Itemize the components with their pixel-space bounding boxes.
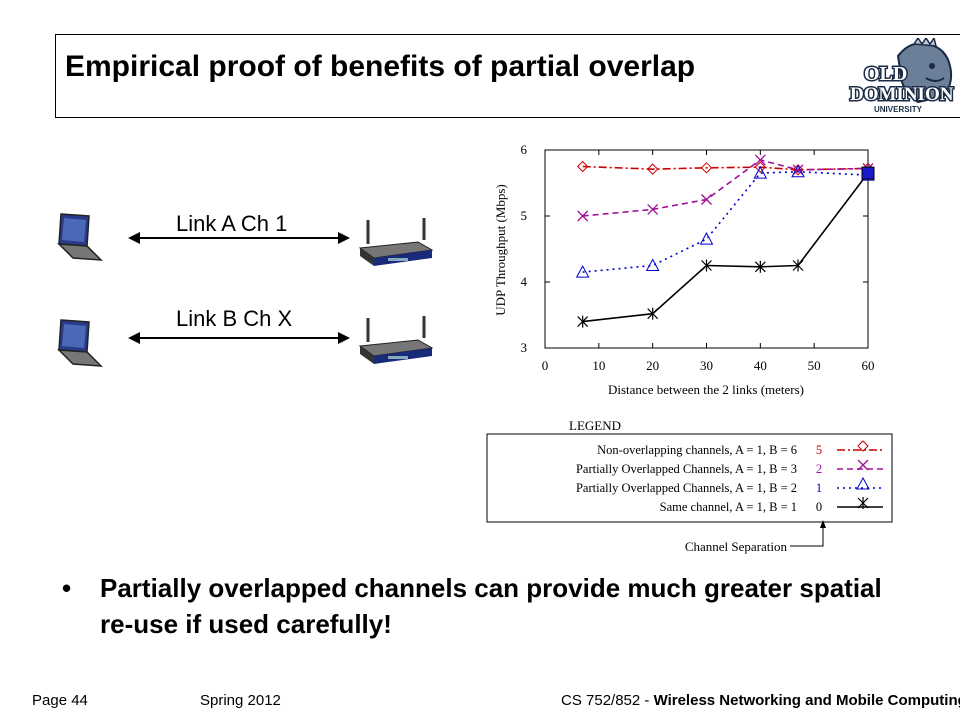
data-point-0 — [754, 161, 767, 173]
link-b-arrow — [128, 332, 350, 344]
footer-course-name: Wireless Networking and Mobile Computing — [653, 692, 960, 709]
y-axis-label: UDP Throughput (Mbps) — [493, 184, 508, 315]
legend-marker-sample-stroke — [857, 459, 869, 471]
data-point-1-stroke — [792, 164, 804, 176]
legend-marker-sample — [856, 476, 870, 490]
y-tick-label: 4 — [521, 274, 528, 289]
data-point-1 — [754, 154, 766, 166]
data-point-1-stroke — [577, 210, 589, 222]
laptop-icon — [57, 213, 103, 261]
data-point-3 — [754, 260, 766, 273]
x-tick-label: 60 — [862, 358, 875, 373]
router-icon — [358, 218, 434, 266]
data-point-3 — [701, 259, 712, 272]
legend-note-arrowhead — [820, 520, 826, 528]
data-point-0 — [700, 162, 713, 174]
data-point-2 — [645, 258, 660, 271]
legend-box — [486, 433, 893, 523]
plot-area — [544, 149, 869, 349]
x-tick-label: 20 — [646, 358, 659, 373]
data-point-3 — [647, 307, 659, 320]
legend-note: Channel Separation — [685, 539, 788, 554]
data-point-0 — [576, 160, 589, 173]
data-point-1-stroke — [754, 154, 766, 166]
data-point-0 — [646, 163, 659, 175]
logo-word-dominion: DOMINION — [850, 84, 954, 105]
link-a-arrow — [128, 232, 350, 244]
data-point-1 — [701, 194, 712, 205]
legend-marker-sample — [857, 459, 869, 471]
bullet-marker: • — [62, 573, 72, 603]
data-point-2 — [791, 164, 805, 178]
x-tick-label: 0 — [542, 358, 549, 373]
router-icon — [358, 316, 434, 364]
logo-word-old: OLD — [864, 63, 907, 85]
data-point-1-stroke — [701, 194, 712, 205]
data-point-3 — [577, 315, 589, 328]
bullet-text: Partially overlapped channels can provid… — [100, 573, 882, 639]
data-point-2 — [753, 166, 768, 179]
data-point-1 — [577, 210, 589, 222]
endpoint-highlight — [861, 166, 875, 180]
footer-course: CS 752/852 - Wireless Networking and Mob… — [561, 692, 960, 709]
link-b-label: Link B Ch X — [176, 306, 293, 331]
laptop-icon — [57, 319, 103, 367]
legend-entry-label: Non-overlapping channels, A = 1, B = 6 — [597, 443, 797, 457]
legend-note-pointer — [790, 523, 824, 547]
legend-marker-sample — [857, 497, 869, 509]
footer-term: Spring 2012 — [200, 692, 281, 709]
slide-title: Empirical proof of benefits of partial o… — [65, 50, 696, 83]
legend-entry-label: Partially Overlapped Channels, A = 1, B … — [576, 462, 797, 476]
legend-separation-value: 1 — [816, 481, 822, 495]
legend-entry-label: Same channel, A = 1, B = 1 — [660, 500, 797, 514]
legend-separation-value: 2 — [816, 462, 822, 476]
data-point-1 — [647, 203, 659, 215]
title-frame — [55, 34, 960, 118]
legend-entry-label: Partially Overlapped Channels, A = 1, B … — [576, 481, 797, 495]
legend-separation-value: 5 — [816, 443, 822, 457]
page-number: Page 44 — [32, 692, 88, 709]
logo-word-university: UNIVERSITY — [874, 105, 923, 114]
data-point-2 — [699, 232, 714, 245]
data-point-2 — [575, 265, 590, 278]
data-point-0 — [792, 164, 804, 176]
y-tick-label: 3 — [521, 340, 528, 355]
x-axis-label: Distance between the 2 links (meters) — [608, 382, 804, 397]
data-point-1-stroke — [647, 203, 659, 215]
y-tick-label: 6 — [521, 142, 528, 157]
data-point-1 — [792, 164, 804, 176]
x-tick-label: 30 — [700, 358, 713, 373]
series-line-1 — [582, 159, 869, 217]
footer-course-prefix: CS 752/852 - — [561, 692, 654, 709]
link-a-label: Link A Ch 1 — [176, 211, 288, 236]
data-point-3 — [792, 259, 804, 272]
x-tick-label: 50 — [808, 358, 821, 373]
y-tick-label: 5 — [521, 208, 528, 223]
legend-separation-value: 0 — [816, 500, 822, 514]
x-tick-label: 10 — [592, 358, 605, 373]
series-line-3 — [582, 172, 869, 323]
x-tick-label: 40 — [754, 358, 767, 373]
university-logo: OLD DOMINION UNIVERSITY — [849, 38, 955, 114]
series-line-0 — [582, 165, 869, 171]
legend-marker-sample — [857, 440, 869, 452]
legend-title: LEGEND — [569, 418, 621, 433]
series-line-2 — [582, 170, 869, 273]
